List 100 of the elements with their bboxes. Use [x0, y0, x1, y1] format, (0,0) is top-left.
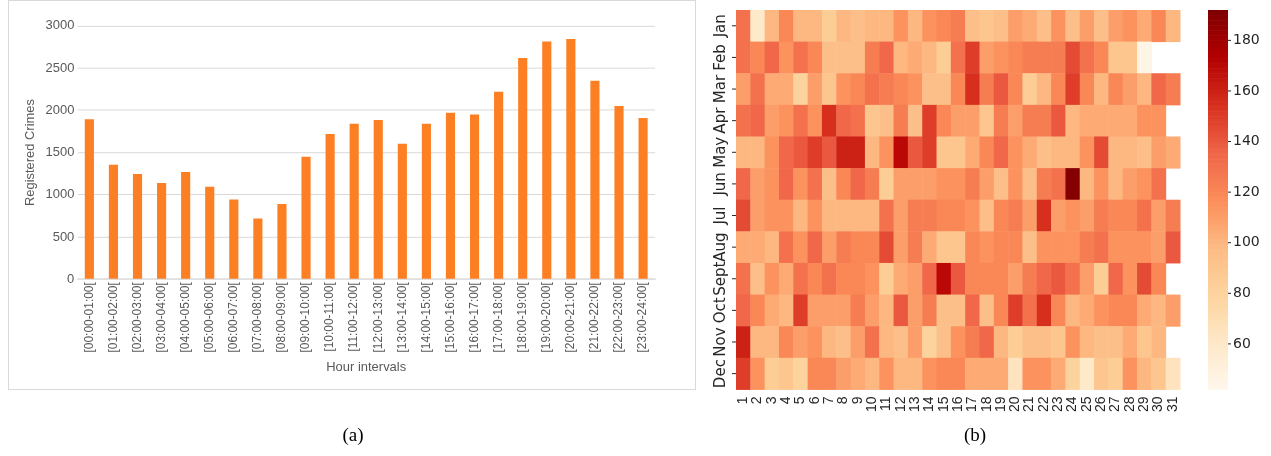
x-tick-label: [19:00-20:00[ [539, 281, 554, 353]
bar [518, 57, 528, 279]
y-tick-label: Aug [711, 232, 730, 262]
x-tick-label: [17:00-18:00[ [490, 281, 505, 353]
x-tick-label: [22:00-23:00[ [611, 281, 626, 353]
y-tick-label: Nov [711, 327, 730, 357]
x-tick-label: 7 [819, 396, 836, 405]
y-tick-label: 2500 [45, 59, 75, 75]
x-tick-label: 1 [734, 396, 751, 405]
y-tick-label: Dec [711, 359, 730, 389]
x-tick-label: [03:00-04:00[ [153, 281, 168, 353]
x-tick-label: 25 [1077, 396, 1094, 413]
x-tick-label: [13:00-14:00[ [394, 281, 409, 353]
y-axis-title: Registered Crimes [22, 99, 38, 207]
x-tick-label: [07:00-08:00[ [250, 281, 265, 353]
bar [590, 80, 600, 279]
bar [638, 117, 648, 279]
y-tick-label: 2000 [45, 101, 75, 117]
x-tick-label: 6 [805, 396, 822, 405]
bar [445, 112, 456, 279]
x-tick-label: 23 [1049, 396, 1066, 413]
color-bar-label: 100 [1233, 233, 1260, 250]
x-tick-label: 11 [877, 396, 894, 411]
y-tick-label: 500 [52, 228, 75, 244]
y-tick-label: Jan [711, 14, 730, 39]
x-axis-title: Hour intervals [326, 358, 407, 374]
bar [108, 164, 119, 279]
y-tick-label: Oct [711, 297, 730, 324]
x-tick-label: 17 [963, 396, 980, 413]
color-bar-label: 80 [1233, 283, 1251, 300]
x-tick-label: 31 [1163, 396, 1180, 413]
x-tick-label: [11:00-12:00[ [346, 281, 361, 352]
x-tick-label: 20 [1006, 396, 1023, 413]
bar [566, 38, 576, 279]
y-tick-label: May [711, 136, 730, 168]
x-tick-label: [10:00-11:00[ [322, 281, 337, 352]
y-tick-label: 3000 [45, 17, 75, 33]
x-tick-label: 14 [920, 396, 937, 413]
bar [277, 204, 287, 279]
x-tick-label: 30 [1149, 396, 1166, 413]
bar [181, 171, 191, 279]
bar [205, 186, 215, 279]
x-tick-label: [04:00-05:00[ [177, 281, 192, 353]
x-tick-label: 27 [1106, 396, 1123, 413]
bar [132, 174, 143, 279]
x-tick-label: [18:00-19:00[ [515, 281, 530, 353]
y-tick-label: Jul [711, 206, 730, 226]
x-tick-label: 24 [1063, 396, 1080, 413]
bar [373, 120, 383, 279]
bar [542, 41, 552, 279]
y-tick-label: Sept [711, 261, 730, 296]
bar [253, 218, 263, 279]
color-bar-label: 120 [1233, 182, 1260, 199]
y-tick-label: Jun [711, 172, 730, 197]
x-tick-label: [14:00-15:00[ [418, 281, 433, 353]
x-tick-label: 15 [934, 396, 951, 413]
x-tick-label: 16 [948, 396, 965, 413]
x-tick-label: [16:00-17:00[ [466, 281, 481, 353]
bar [397, 143, 407, 279]
x-tick-label: 18 [977, 396, 994, 413]
color-bar-label: 180 [1233, 30, 1260, 47]
x-tick-label: [20:00-21:00[ [563, 281, 578, 353]
x-tick-label: [08:00-09:00[ [274, 281, 289, 353]
color-bar-label: 140 [1233, 132, 1260, 149]
x-tick-label: 9 [848, 396, 865, 405]
x-tick-label: 8 [834, 396, 851, 405]
x-tick-label: 28 [1120, 396, 1137, 413]
x-tick-label: 26 [1092, 396, 1109, 413]
x-tick-label: 13 [905, 396, 922, 413]
x-tick-label: 12 [891, 396, 908, 413]
x-tick-label: [15:00-16:00[ [442, 281, 457, 353]
bar [421, 123, 431, 279]
y-tick-label: 0 [67, 270, 75, 286]
x-tick-label: [01:00-02:00[ [105, 281, 120, 353]
bar [469, 114, 480, 279]
x-tick-label: 4 [776, 396, 793, 405]
x-tick-label: [06:00-07:00[ [226, 281, 241, 353]
x-tick-label: [02:00-03:00[ [129, 281, 144, 353]
bar [349, 123, 359, 279]
bar [301, 156, 311, 279]
text: (b) [962, 424, 988, 446]
x-tick-label: [09:00-10:00[ [298, 281, 313, 353]
x-tick-label: 2 [748, 396, 765, 405]
bar [614, 106, 624, 279]
y-tick-label: Feb [711, 44, 730, 71]
x-tick-label: 10 [862, 396, 879, 413]
color-bar-label: 60 [1233, 334, 1251, 351]
bar [157, 182, 167, 279]
bar [84, 119, 94, 279]
y-tick-label: 1000 [45, 186, 75, 202]
color-bar-label: 160 [1233, 81, 1260, 98]
x-tick-label: [05:00-06:00[ [202, 281, 217, 353]
x-tick-label: 22 [1034, 396, 1051, 413]
x-tick-label: [00:00-01:00[ [81, 281, 96, 353]
x-tick-label: 3 [762, 396, 779, 405]
bar [229, 199, 239, 279]
bar [325, 133, 335, 279]
x-tick-label: [23:00-24:00[ [635, 281, 650, 353]
x-tick-label: 29 [1135, 396, 1152, 413]
y-tick-label: Mar [711, 74, 730, 104]
